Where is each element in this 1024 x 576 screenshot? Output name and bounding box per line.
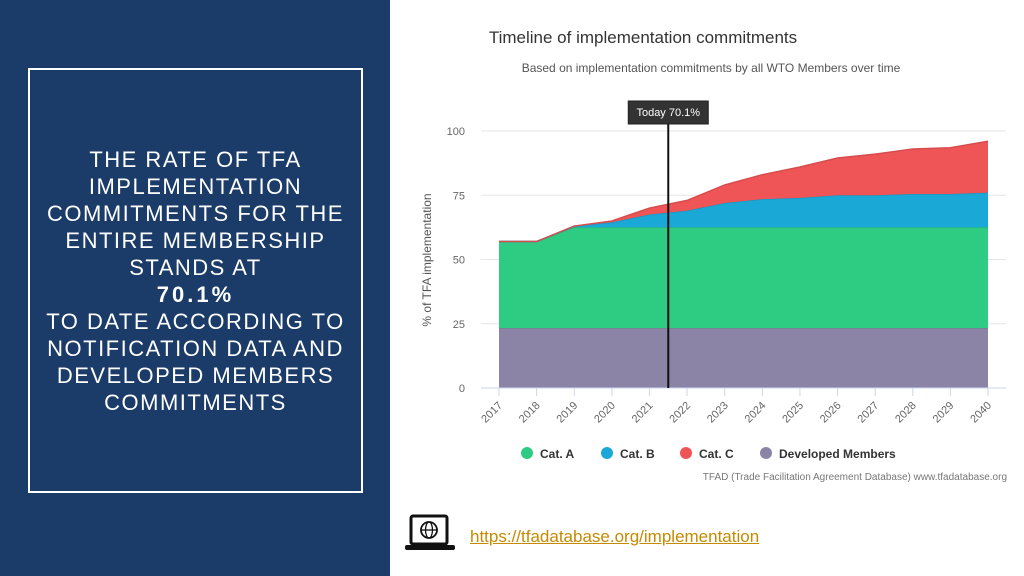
y-tick-label: 0 (459, 383, 465, 395)
laptop-icon (405, 514, 455, 550)
area (499, 141, 988, 242)
area (499, 192, 988, 242)
area (499, 328, 988, 388)
x-tick-label: 2026 (818, 400, 844, 426)
area (499, 227, 988, 329)
left-panel: THE RATE OF TFA IMPLEMENTATION COMMITMEN… (0, 0, 390, 576)
x-tick-label: 2027 (855, 400, 881, 426)
x-tick-label: 2017 (479, 400, 505, 426)
source: TFAD (Trade Facilitation Agreement Datab… (703, 472, 1007, 483)
chart: Timeline of implementation commitments B… (405, 28, 1007, 550)
area-edge (499, 140, 989, 243)
statement: THE RATE OF TFA IMPLEMENTATION COMMITMEN… (46, 146, 346, 416)
today-label: Today 70.1% (636, 107, 700, 119)
legend-label: Cat. B (620, 447, 655, 461)
x-tick-label: 2040 (968, 400, 994, 426)
x-tick-label: 2021 (630, 400, 656, 426)
x-tick-label: 2020 (592, 400, 618, 426)
statement-box: THE RATE OF TFA IMPLEMENTATION COMMITMEN… (28, 68, 363, 493)
x-tick-label: 2018 (517, 400, 543, 426)
legend-label: Developed Members (779, 447, 896, 461)
legend-marker (521, 447, 533, 459)
legend-marker (601, 447, 613, 459)
y-tick-label: 25 (453, 319, 465, 331)
x-tick-label: 2024 (743, 400, 769, 426)
statement-before: THE RATE OF TFA IMPLEMENTATION COMMITMEN… (47, 146, 344, 280)
y-tick-label: 75 (453, 190, 465, 202)
y-tick-label: 50 (453, 255, 465, 267)
link[interactable]: https://tfadatabase.org/implementation (470, 527, 760, 546)
chart-subtitle: Based on implementation commitments by a… (522, 61, 901, 75)
x-tick-label: 2025 (780, 400, 806, 426)
legend-marker (760, 447, 772, 459)
rate: 70.1% (156, 281, 235, 307)
x-tick-label: 2022 (667, 400, 693, 426)
legend-label: Cat. C (699, 447, 734, 461)
legend-marker (680, 447, 692, 459)
chart-title: Timeline of implementation commitments (489, 28, 797, 47)
legend-label: Cat. A (540, 447, 575, 461)
statement-after: TO DATE ACCORDING TO NOTIFICATION DATA A… (46, 308, 345, 415)
x-tick-label: 2019 (555, 400, 581, 426)
today-box (627, 100, 709, 125)
y-axis-label: % of TFA implementation (420, 193, 434, 326)
x-tick-label: 2028 (893, 400, 919, 426)
x-tick-label: 2023 (705, 400, 731, 426)
x-tick-label: 2029 (931, 400, 957, 426)
y-tick-label: 100 (447, 126, 465, 138)
